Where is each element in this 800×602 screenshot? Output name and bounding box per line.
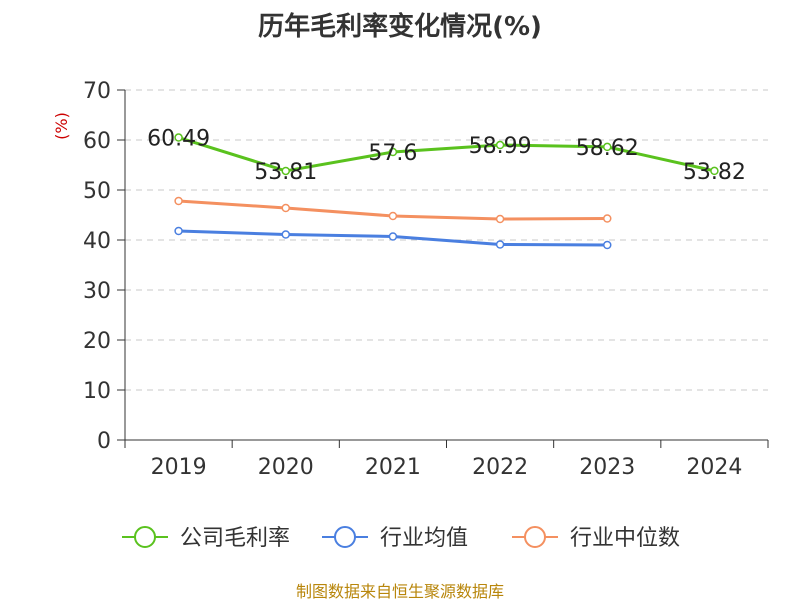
x-tick-label: 2020: [258, 455, 314, 480]
x-tick-label: 2023: [579, 455, 635, 480]
y-axis-label: (%): [52, 112, 71, 140]
data-point: [603, 214, 612, 223]
data-point: [388, 211, 398, 221]
y-tick-label: 70: [83, 79, 111, 104]
legend-label: 行业中位数: [570, 526, 680, 551]
source-note: 制图数据来自恒生聚源数据库: [295, 582, 504, 601]
x-tick-label: 2019: [151, 455, 207, 480]
data-point: [174, 196, 183, 206]
y-tick-label: 60: [83, 129, 111, 154]
data-label: 58.99: [469, 134, 532, 159]
y-tick-label: 30: [83, 279, 111, 304]
data-label: 57.6: [368, 141, 417, 166]
y-tick-label: 50: [83, 179, 111, 204]
data-label: 60.49: [147, 127, 210, 152]
chart-title: 历年毛利率变化情况(%): [258, 12, 542, 42]
data-point: [603, 240, 612, 250]
y-tick-label: 10: [83, 379, 111, 404]
data-point: [388, 147, 398, 157]
data-point: [174, 133, 183, 142]
x-tick-label: 2021: [365, 455, 421, 480]
data-point: [495, 240, 505, 249]
data-point: [174, 226, 183, 236]
legend-marker: [524, 526, 546, 548]
y-tick-label: 40: [83, 229, 111, 254]
data-point: [495, 214, 505, 224]
data-point: [603, 142, 612, 152]
data-label: 53.82: [683, 160, 746, 185]
data-point: [495, 140, 505, 150]
x-tick-label: 2024: [686, 455, 742, 480]
data-point: [281, 230, 290, 239]
legend-label: 公司毛利率: [180, 526, 290, 551]
x-tick-label: 2022: [472, 455, 528, 480]
data-point: [281, 166, 290, 176]
data-label: 58.62: [576, 136, 639, 161]
series-line: [178, 136, 715, 173]
data-point: [710, 166, 719, 176]
data-point: [281, 203, 290, 213]
data-label: 53.81: [254, 160, 317, 185]
y-tick-label: 20: [83, 329, 111, 354]
data-point: [388, 232, 398, 241]
y-tick-label: 0: [97, 429, 111, 454]
legend-marker: [134, 526, 156, 548]
legend-marker: [334, 526, 356, 548]
legend-label: 行业均值: [380, 526, 468, 551]
